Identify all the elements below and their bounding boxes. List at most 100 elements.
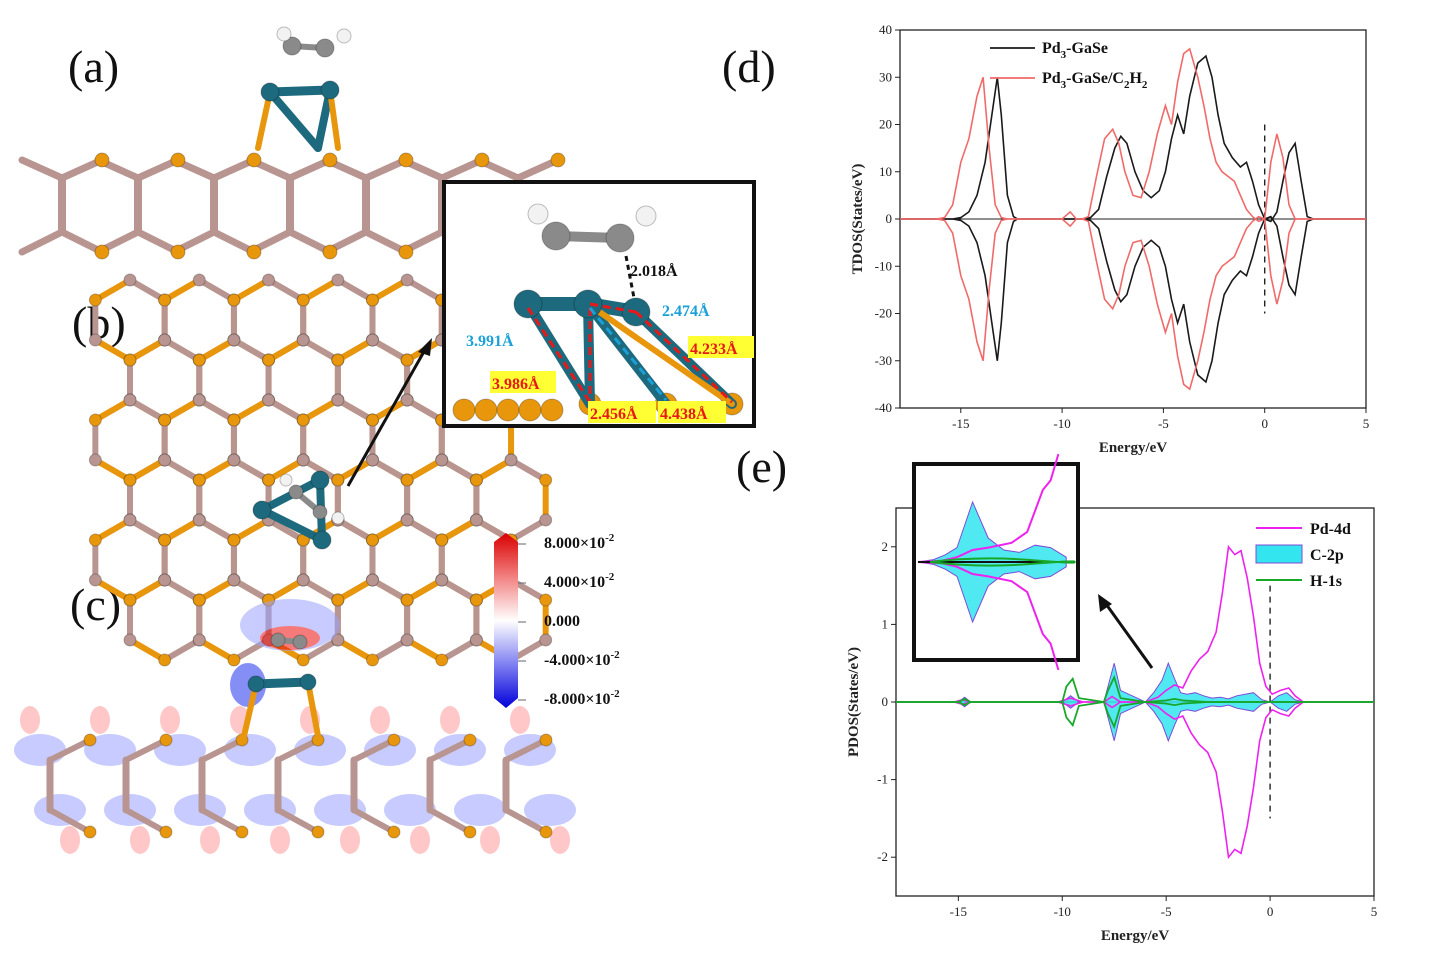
bond bbox=[427, 807, 473, 835]
se-atom bbox=[452, 398, 476, 422]
colorbar-label: -8.000×10-2 bbox=[544, 688, 620, 708]
bond bbox=[334, 277, 376, 303]
bond bbox=[427, 737, 473, 763]
bond bbox=[438, 637, 480, 663]
lattice-atom bbox=[469, 633, 483, 647]
pd3-cluster-a bbox=[255, 80, 341, 152]
lattice-atom bbox=[88, 453, 102, 467]
bond bbox=[275, 737, 321, 763]
bond bbox=[503, 737, 549, 763]
pd-atom bbox=[312, 530, 332, 550]
lattice-atom bbox=[400, 633, 414, 647]
lattice-atom bbox=[192, 593, 206, 607]
c2h2-molecule-b bbox=[279, 473, 345, 525]
bond bbox=[265, 517, 307, 543]
se-atom bbox=[398, 152, 414, 168]
bond bbox=[161, 517, 203, 543]
bond bbox=[127, 517, 168, 543]
y-axis-title: TDOS(States/eV) bbox=[850, 164, 866, 275]
bond bbox=[404, 637, 445, 663]
bond bbox=[196, 637, 237, 663]
isosurface-red bbox=[90, 706, 110, 734]
se-atom bbox=[322, 152, 338, 168]
h-atom bbox=[635, 205, 657, 227]
bond bbox=[196, 517, 237, 543]
bond bbox=[251, 677, 313, 689]
bond-label-2474: 2.474Å bbox=[662, 302, 710, 320]
series-pd3-gase-c2h2 bbox=[900, 47, 1366, 391]
bond bbox=[123, 807, 169, 835]
bond-label-2018: 2.018Å bbox=[630, 262, 678, 280]
bond bbox=[123, 737, 169, 763]
bond bbox=[404, 517, 445, 543]
isosurface-red bbox=[550, 826, 570, 854]
isosurface-red bbox=[200, 826, 220, 854]
y-tick-label: -2 bbox=[877, 849, 888, 864]
svg-text:2.018Å: 2.018Å bbox=[630, 262, 678, 280]
bond bbox=[92, 457, 133, 483]
se-atom bbox=[463, 825, 477, 839]
lattice-atom bbox=[158, 293, 172, 307]
pd-atom bbox=[260, 82, 280, 102]
bond bbox=[369, 277, 411, 303]
colorbar-label: 4.000×10-2 bbox=[544, 571, 615, 591]
pd-atom bbox=[320, 80, 340, 100]
lattice-atom bbox=[296, 453, 310, 467]
lattice-atom bbox=[400, 273, 414, 287]
isosurface-red bbox=[410, 826, 430, 854]
bond bbox=[585, 301, 735, 407]
bond bbox=[230, 337, 272, 363]
lattice-atom bbox=[123, 353, 137, 367]
lattice-atom bbox=[158, 453, 172, 467]
bond bbox=[196, 397, 237, 423]
lattice-atom bbox=[227, 453, 241, 467]
bond bbox=[266, 88, 322, 152]
se-atom bbox=[159, 733, 173, 747]
pd-atom bbox=[299, 673, 317, 691]
bond bbox=[161, 277, 203, 303]
bond bbox=[438, 517, 480, 543]
bond-label-4233: 4.233Å bbox=[688, 336, 754, 358]
lattice-atom bbox=[331, 593, 345, 607]
lattice-atom bbox=[539, 473, 553, 487]
lattice-atom bbox=[331, 473, 345, 487]
bond-label-2456: 2.456Å bbox=[588, 401, 656, 423]
y-tick-label: -10 bbox=[875, 258, 892, 273]
bond bbox=[92, 337, 133, 363]
isosurface-red bbox=[270, 826, 290, 854]
se-atom bbox=[474, 398, 498, 422]
h-1s-up bbox=[896, 674, 1374, 704]
bond bbox=[300, 337, 341, 363]
se-atom bbox=[474, 152, 490, 168]
c-atom bbox=[270, 632, 286, 648]
lattice-atom bbox=[469, 593, 483, 607]
bond bbox=[161, 337, 203, 363]
bond bbox=[351, 737, 397, 763]
bond bbox=[92, 517, 133, 543]
bond bbox=[369, 577, 411, 603]
lattice-atom bbox=[227, 413, 241, 427]
svg-text:3.986Å: 3.986Å bbox=[492, 375, 540, 393]
bond bbox=[134, 228, 182, 256]
se-atom bbox=[387, 825, 401, 839]
bond bbox=[199, 807, 245, 835]
bond bbox=[161, 397, 203, 423]
se-atom bbox=[159, 825, 173, 839]
svg-text:2.456Å: 2.456Å bbox=[590, 405, 638, 423]
lattice-atom bbox=[365, 573, 379, 587]
lattice-atom bbox=[123, 393, 137, 407]
bond bbox=[92, 577, 133, 603]
lattice-atom bbox=[400, 353, 414, 367]
bond bbox=[404, 577, 445, 603]
lattice-atom bbox=[262, 353, 276, 367]
svg-text:2.474Å: 2.474Å bbox=[662, 302, 710, 320]
isosurface-red bbox=[370, 706, 390, 734]
zoom-h-1s-down bbox=[929, 560, 1076, 567]
tdos-chart: -15 -10 -5 0 5 -40 -30 -20 -10 0 10 20 30 40 Energy/eV… bbox=[850, 22, 1369, 456]
y-tick-label: 30 bbox=[879, 69, 892, 84]
lattice-atom bbox=[400, 513, 414, 527]
lattice-atom bbox=[88, 413, 102, 427]
se-atom bbox=[539, 825, 553, 839]
bond bbox=[265, 277, 307, 303]
bond bbox=[134, 156, 182, 182]
